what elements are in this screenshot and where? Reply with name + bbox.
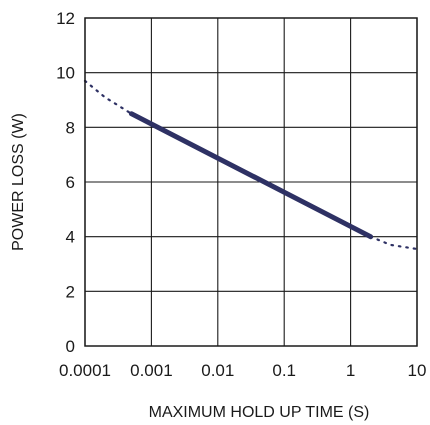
y-tick-label-2: 4: [66, 228, 75, 247]
series-line-0-dotted: [83, 79, 133, 115]
y-tick-label-0: 0: [66, 337, 75, 356]
x-tick-label-4: 1: [346, 361, 355, 380]
y-tick-labels: 0 2 4 6 8 10 12: [56, 9, 75, 356]
y-tick-label-5: 10: [56, 64, 75, 83]
x-tick-label-0: 0.0001: [59, 361, 111, 380]
y-tick-label-6: 12: [56, 9, 75, 28]
plot-series: [83, 79, 419, 251]
plot-frame: [84, 17, 418, 347]
y-tick-label-1: 2: [66, 282, 75, 301]
series-line-2-dotted: [369, 235, 419, 251]
y-tick-label-4: 8: [66, 118, 75, 137]
x-tick-label-3: 0.1: [272, 361, 296, 380]
grid: [84, 17, 418, 347]
x-tick-label-1: 0.001: [130, 361, 173, 380]
x-tick-label-5: 10: [408, 361, 427, 380]
y-axis-title: POWER LOSS (W): [10, 113, 27, 251]
series-line-1-solid: [128, 111, 374, 240]
x-tick-labels: 0.0001 0.001 0.01 0.1 1 10: [59, 361, 426, 380]
y-tick-label-3: 6: [66, 173, 75, 192]
x-tick-label-2: 0.01: [201, 361, 234, 380]
x-axis-title: MAXIMUM HOLD UP TIME (S): [149, 404, 370, 421]
